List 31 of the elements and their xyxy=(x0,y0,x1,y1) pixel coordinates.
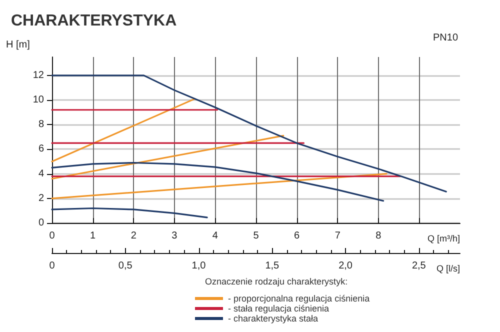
y-tick-label: 4 xyxy=(38,168,44,180)
y-tick-label: 12 xyxy=(32,70,44,81)
x2-tick-label: 1,5 xyxy=(265,260,280,272)
x2-tick-label: 2,5 xyxy=(412,260,426,272)
x-tick-label: 0 xyxy=(49,230,56,242)
x-tick-label: 7 xyxy=(334,230,341,242)
x-tick-label: 4 xyxy=(212,230,218,242)
text: PN10 xyxy=(432,32,458,44)
legend-label: - stała regulacja ciśnienia xyxy=(228,304,330,314)
x-tick-label: 6 xyxy=(294,230,300,242)
y-tick-label: 6 xyxy=(38,144,44,155)
x2-tick-label: 1,0 xyxy=(192,260,206,272)
x-tick-label: 3 xyxy=(172,230,178,242)
x2-tick-label: 0 xyxy=(49,260,56,272)
x2-tick-label: 2,0 xyxy=(338,260,353,272)
x-tick-label: 5 xyxy=(253,230,260,242)
x-axis-title: Q [m³/h] xyxy=(428,234,460,244)
legend-label: - charakterystyka stała xyxy=(228,314,318,324)
x-tick-label: 2 xyxy=(130,230,137,242)
y-tick-label: 2 xyxy=(38,192,44,204)
legend-label: - proporcjonalna regulacja ciśnienia xyxy=(228,294,370,304)
x-tick-label: 1 xyxy=(90,230,96,242)
x2-tick-label: 0,5 xyxy=(118,260,133,272)
y-tick-label: 0 xyxy=(38,218,44,228)
y-tick-label: 10 xyxy=(32,94,44,106)
x2-axis-title: Q [l/s] xyxy=(436,264,460,274)
x-tick-label: 8 xyxy=(376,230,382,242)
legend-title: Oznaczenie rodzaju charakterystyk: xyxy=(205,276,348,286)
y-axis-title: H [m] xyxy=(6,40,30,50)
y-tick-label: 8 xyxy=(38,119,44,130)
chart-title: CHARAKTERYSTYKA xyxy=(11,12,178,30)
